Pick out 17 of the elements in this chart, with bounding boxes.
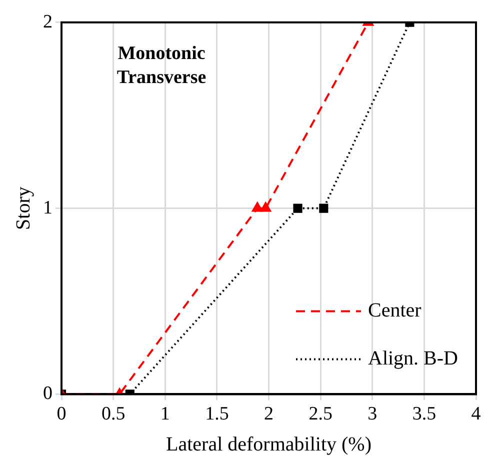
x-tick-label: 2 (264, 404, 274, 425)
x-tick-label: 1.5 (205, 404, 229, 425)
y-tick-label: 1 (43, 197, 52, 218)
x-tick-label: 4 (471, 404, 482, 425)
x-tick-label: 0.5 (101, 404, 126, 425)
x-tick-label: 3 (368, 404, 378, 425)
y-tick-label: 2 (43, 11, 52, 32)
y-tick-label: 0 (43, 383, 52, 404)
x-axis-title: Lateral deformability (%) (166, 433, 372, 456)
legend-label: Center (368, 299, 422, 322)
text: Monotonic Transverse (116, 42, 206, 88)
x-tick-label: 3.5 (412, 404, 436, 425)
x-tick-label: 0 (56, 404, 66, 425)
y-axis-title: Story (12, 186, 34, 230)
x-tick-label: 2.5 (308, 404, 332, 425)
legend-label: Align. B-D (368, 347, 458, 370)
x-tick-label: 1 (160, 404, 170, 425)
